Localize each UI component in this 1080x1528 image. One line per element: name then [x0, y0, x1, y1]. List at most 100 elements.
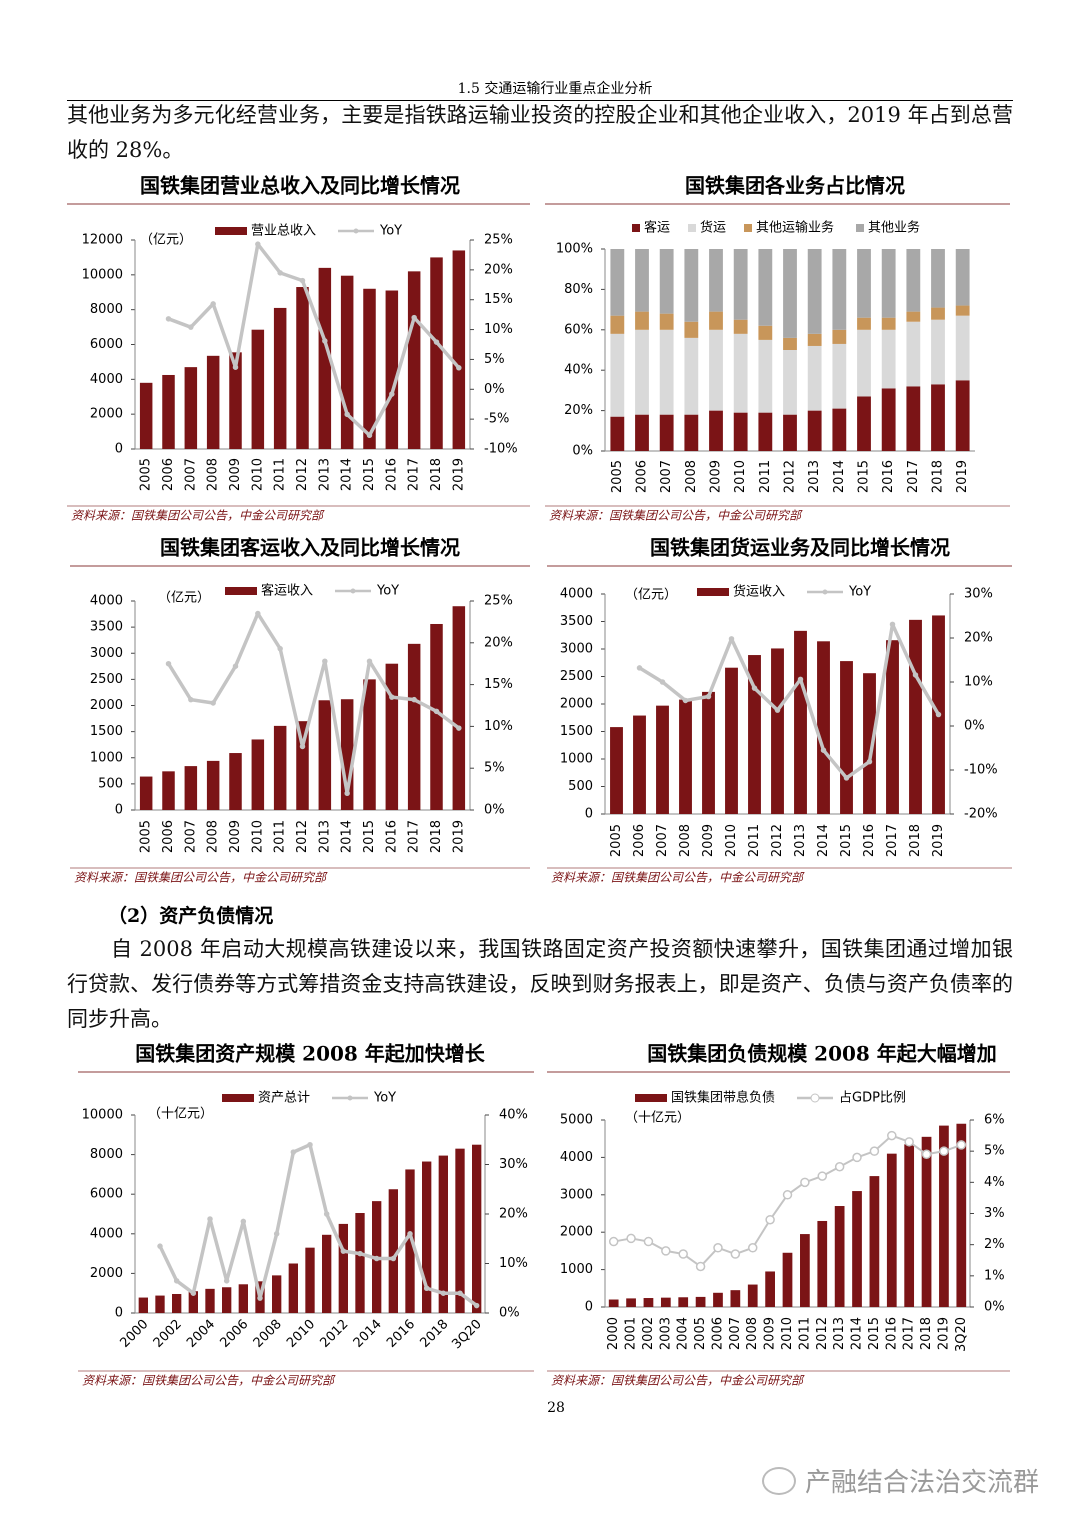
x-tick-label: 2009 — [228, 458, 243, 491]
y2-tick-label: 20% — [484, 635, 513, 650]
y-tick-label: 8000 — [90, 1147, 123, 1162]
y2-tick-label: 0% — [484, 382, 505, 397]
line — [167, 611, 460, 796]
bar — [702, 691, 715, 814]
x-tick-label: 2007 — [659, 460, 674, 493]
line-marker — [190, 1290, 197, 1296]
bar — [162, 771, 175, 810]
legend-label: YoY — [376, 584, 399, 599]
bar-segment — [610, 249, 625, 316]
x-tick-label: 2016 — [384, 1317, 418, 1351]
bar — [452, 606, 466, 810]
x-tick-label: 2013 — [317, 458, 332, 491]
y-tick-label: 0 — [115, 803, 123, 818]
y-tick-label: 4000 — [90, 372, 123, 387]
bar — [288, 1263, 298, 1313]
line-marker — [389, 391, 395, 397]
line-marker — [843, 775, 850, 781]
bar — [886, 1153, 897, 1307]
x-tick-label: 2006 — [161, 458, 176, 491]
bar-segment — [807, 345, 822, 411]
section-heading: （2）资产负债情况 — [108, 905, 274, 927]
bar-segment — [931, 319, 945, 385]
chart-title: 国铁集团资产规模 2008 年起加快增长 — [135, 1042, 486, 1066]
y2-tick-label: -10% — [484, 442, 518, 457]
bar-segment — [955, 249, 970, 306]
y-tick-label: 12000 — [82, 233, 123, 248]
bar-segment — [955, 380, 970, 451]
legend-swatch — [822, 589, 828, 595]
legend-label: YoY — [379, 224, 402, 239]
line-marker — [456, 365, 462, 371]
chart-title: 国铁集团货运业务及同比增长情况 — [650, 536, 950, 560]
x-tick-label: 2012 — [815, 1317, 830, 1350]
line-marker — [730, 1249, 741, 1259]
line-marker — [307, 1141, 313, 1148]
line-marker — [797, 676, 804, 683]
bar — [296, 287, 309, 449]
y2-tick-label: -10% — [964, 763, 998, 778]
bar-segment — [684, 249, 699, 322]
bar-segment — [635, 329, 649, 415]
bar — [138, 1297, 148, 1313]
bar — [430, 623, 443, 810]
bar-segment — [783, 337, 797, 350]
x-tick-label: 2007 — [183, 820, 198, 853]
y2-tick-label: 0% — [499, 1306, 520, 1321]
y2-tick-label: 2% — [984, 1237, 1005, 1252]
bar — [238, 1284, 248, 1313]
unit-label: （亿元） — [158, 591, 210, 606]
bar-segment — [832, 249, 847, 330]
y2-tick-label: 5% — [484, 761, 505, 776]
chart-title: 国铁集团各业务占比情况 — [685, 174, 905, 198]
source: 资料来源：国铁集团公司公告，中金公司研究部 — [551, 871, 805, 885]
legend-swatch — [856, 224, 864, 232]
line-marker — [939, 1146, 949, 1156]
bar-segment — [807, 333, 822, 346]
x-tick-label: 2001 — [624, 1317, 639, 1350]
line-marker — [713, 1243, 723, 1253]
x-tick-label: 2014 — [816, 824, 831, 857]
page-number: 28 — [547, 1400, 565, 1416]
bar-segment — [906, 386, 921, 451]
x-tick-label: 2017 — [906, 460, 921, 493]
legend-swatch — [222, 1094, 254, 1102]
x-tick-label: 2008 — [206, 820, 221, 853]
bar — [355, 1213, 365, 1313]
line-marker — [912, 672, 919, 678]
line-marker — [705, 693, 712, 700]
line-marker — [636, 665, 643, 671]
bar — [206, 760, 220, 810]
x-tick-label: 2011 — [273, 458, 288, 491]
y-tick-label: 10000 — [82, 1108, 123, 1123]
legend-label: 客运 — [644, 220, 670, 236]
x-tick-label: 2008 — [678, 824, 693, 857]
x-tick-label: 2005 — [693, 1317, 708, 1350]
line-marker — [643, 1236, 654, 1247]
line-marker — [255, 241, 261, 247]
line — [638, 622, 941, 780]
x-tick-label: 2010 — [724, 824, 739, 857]
line-marker — [473, 1302, 480, 1309]
legend-label: 货运收入 — [733, 584, 785, 600]
legend-swatch — [697, 588, 729, 596]
bar-segment — [807, 410, 822, 451]
line-marker — [322, 338, 328, 344]
line-marker — [299, 743, 306, 750]
y-tick-label: 80% — [564, 282, 593, 297]
x-tick-label: 2013 — [793, 824, 808, 857]
bar-segment — [857, 396, 871, 451]
bar-segment — [635, 311, 649, 330]
bar-segment — [881, 388, 896, 451]
x-tick-label: 2004 — [676, 1317, 691, 1350]
line-marker — [800, 1177, 810, 1188]
line-marker — [340, 1248, 347, 1254]
bar-segment — [857, 317, 871, 330]
legend-label: YoY — [848, 585, 871, 600]
y2-tick-label: 40% — [499, 1108, 528, 1123]
bar-segment — [635, 249, 649, 312]
y-tick-label: 20% — [564, 403, 593, 418]
y2-tick-label: 15% — [484, 292, 513, 307]
legend-swatch — [350, 588, 356, 594]
y2-tick-label: -20% — [964, 807, 998, 822]
